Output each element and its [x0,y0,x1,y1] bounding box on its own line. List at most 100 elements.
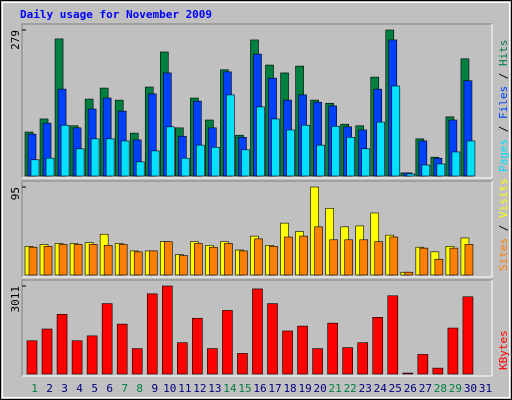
bar [101,303,113,375]
bar [417,354,429,375]
bar [312,348,323,375]
bar [222,310,233,375]
x-tick-label: 16 [253,382,266,395]
legend-entry: KBytes [497,330,510,370]
bar [361,148,371,177]
bar [267,303,278,375]
bar [271,118,280,177]
legend: Pages / Files / Hits [497,40,510,173]
x-tick-label: 5 [91,382,98,395]
x-tick-label: 19 [298,382,311,395]
bar [226,94,235,177]
bar [120,140,130,177]
bar [286,129,295,177]
x-tick-label: 22 [344,382,357,395]
bar [239,250,248,276]
x-tick-label: 29 [449,382,462,395]
x-tick-label: 24 [374,382,388,395]
bar [327,322,338,375]
bar [103,245,113,276]
bar [207,348,218,375]
legend: Sites / Visits [497,178,510,271]
x-tick-label: 26 [404,382,417,395]
legend-entry: Files [497,86,510,119]
bar [314,226,323,276]
bar [301,124,310,177]
bar [241,149,250,177]
x-tick-label: 13 [208,382,221,395]
bar [181,157,190,177]
bar [404,271,414,276]
bar [434,258,444,276]
bar [372,317,384,375]
bar [419,247,429,276]
bar [462,296,474,375]
bar [389,236,399,276]
bar [131,348,143,375]
bar [118,244,128,276]
bar [346,136,355,177]
bar [73,244,83,276]
bar [316,144,325,177]
bar [357,342,369,375]
legend-entry: Pages [497,139,510,172]
x-tick-label: 7 [121,382,128,395]
x-tick-label: 21 [329,382,342,395]
x-tick-label: 15 [238,382,251,395]
bar [252,288,263,375]
bar [86,335,98,375]
bar [148,250,158,276]
bar [297,325,308,375]
x-tick-label: 18 [283,382,296,395]
x-tick-label: 1 [31,382,38,395]
x-tick-label: 6 [106,382,113,395]
x-tick-label: 3 [61,382,68,395]
bar [146,293,158,375]
bar [376,121,386,177]
x-tick-label: 28 [434,382,447,395]
x-tick-label: 31 [479,382,492,395]
bar [387,295,399,375]
legend-separator: / [497,66,510,86]
bar [406,173,416,177]
bar [41,328,53,375]
legend-entry: Visits [497,178,510,218]
bar [179,255,188,276]
bar [451,151,461,177]
x-tick-label: 20 [314,382,327,395]
bar [282,330,293,375]
bar [421,164,431,177]
x-tick-label: 25 [389,382,402,395]
bar [447,327,459,375]
bar [449,247,459,276]
bar [331,125,340,177]
bar [26,340,38,375]
bar [28,246,38,276]
bar [192,317,203,375]
bar [224,243,233,276]
bar [88,244,98,276]
bar [432,367,444,375]
bar [359,239,369,276]
bar [58,244,68,276]
bar [177,342,188,375]
y-tick-label: 95 [9,187,22,200]
bar [344,239,353,276]
legend-separator: / [497,119,510,139]
bar [466,140,476,177]
bar [211,146,220,177]
bar [402,372,414,375]
x-tick-label: 4 [76,382,83,395]
bar [56,314,68,375]
bar [161,285,173,375]
x-tick-label: 12 [193,382,206,395]
bar [60,124,70,177]
chart-title: Daily usage for November 2009 [20,8,212,21]
bar [133,251,143,276]
bar [43,245,53,276]
bar [254,238,263,276]
x-tick-label: 10 [163,382,176,395]
y-tick-label: 279 [9,30,22,50]
